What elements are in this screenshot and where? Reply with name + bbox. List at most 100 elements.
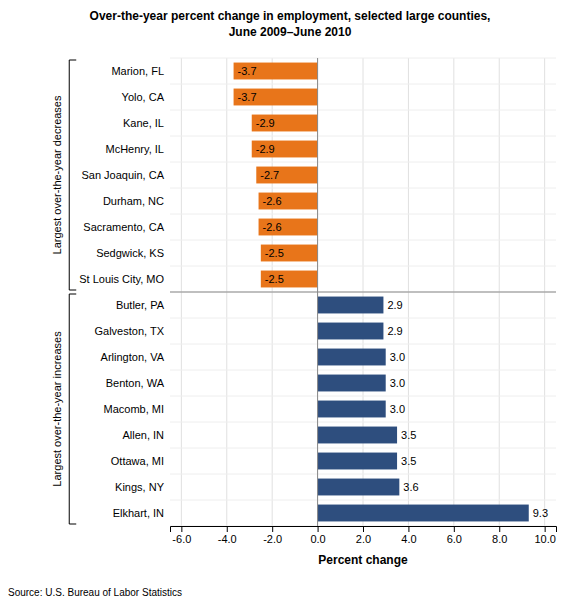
bar — [318, 349, 386, 366]
y-tick-label: Ottawa, MI — [111, 455, 164, 467]
x-axis: -6.0 -4.0 -2.0 0.0 2.0 4.0 6.0 8.0 10.0 — [171, 526, 557, 545]
y-tick: Butler, PA — [116, 299, 165, 311]
bar — [234, 63, 318, 80]
bar — [318, 297, 384, 314]
y-tick-label: Sacramento, CA — [83, 221, 164, 233]
bar — [318, 375, 386, 392]
y-tick: Ottawa, MI — [111, 455, 164, 467]
x-tick: 8.0 — [492, 526, 507, 545]
bar — [259, 193, 318, 210]
group-label: Largest over-the-year increases — [51, 331, 63, 487]
group-brackets: Largest over-the-year decreases Largest o… — [51, 60, 76, 524]
data-label: 3.5 — [401, 455, 416, 467]
x-tick: -6.0 — [172, 526, 191, 545]
source-note: Source: U.S. Bureau of Labor Statistics — [8, 587, 182, 598]
data-label: 3.5 — [401, 429, 416, 441]
row-separator — [170, 292, 556, 293]
row-separator — [170, 110, 556, 111]
y-tick-label: Macomb, MI — [103, 403, 164, 415]
data-label: 3.0 — [390, 351, 405, 363]
bar — [252, 141, 318, 158]
x-tick-mark — [181, 526, 182, 532]
y-tick-label: Sedgwick, KS — [96, 247, 164, 259]
y-tick: Sedgwick, KS — [96, 247, 164, 259]
group-label: Largest over-the-year decreases — [51, 95, 63, 254]
x-tick: 2.0 — [356, 526, 371, 545]
y-tick: Yolo, CA — [122, 91, 165, 103]
y-axis: Marion, FLYolo, CAKane, ILMcHenry, ILSan… — [79, 65, 164, 519]
y-tick: Arlington, VA — [101, 351, 165, 363]
x-tick: 0.0 — [310, 526, 325, 545]
title-line: Over-the-year percent change in employme… — [90, 9, 491, 23]
bar — [261, 245, 318, 262]
y-tick: Benton, WA — [106, 377, 165, 389]
x-tick-label: 4.0 — [401, 533, 416, 545]
y-tick: Macomb, MI — [103, 403, 164, 415]
y-tick: Galveston, TX — [95, 325, 165, 337]
y-tick-label: San Joaquin, CA — [81, 169, 164, 181]
chart: -3.7-3.7-2.9-2.9-2.7-2.6-2.6-2.5-2.52.92… — [0, 0, 580, 604]
row-separator — [170, 188, 556, 189]
y-tick: Sacramento, CA — [83, 221, 164, 233]
y-tick: McHenry, IL — [106, 143, 164, 155]
x-tick-mark — [318, 526, 319, 532]
x-tick-label: 8.0 — [492, 533, 507, 545]
data-label: 3.0 — [390, 377, 405, 389]
group-separator — [170, 291, 556, 292]
y-tick-label: St Louis City, MO — [79, 273, 164, 285]
y-tick-label: Yolo, CA — [122, 91, 165, 103]
group-bracket — [69, 294, 76, 524]
data-label: -2.9 — [256, 117, 275, 129]
bar — [252, 115, 318, 132]
row-separator — [170, 448, 556, 449]
row-separator — [170, 396, 556, 397]
x-axis-line — [171, 527, 557, 533]
y-tick-label: Kane, IL — [123, 117, 164, 129]
row-separator — [170, 84, 556, 85]
x-tick-label: 2.0 — [356, 533, 371, 545]
bar — [318, 505, 529, 522]
x-tick-label: 10.0 — [534, 533, 555, 545]
y-tick: Allen, IN — [122, 429, 164, 441]
y-tick: San Joaquin, CA — [81, 169, 164, 181]
y-tick: Elkhart, IN — [113, 507, 164, 519]
row-separator — [170, 58, 556, 59]
bar — [318, 427, 397, 444]
data-label: -2.7 — [260, 169, 279, 181]
data-label: -2.5 — [265, 247, 284, 259]
y-tick-label: Kings, NY — [115, 481, 165, 493]
y-tick-label: Arlington, VA — [101, 351, 165, 363]
row-separator — [170, 240, 556, 241]
row-separator — [170, 500, 556, 501]
x-tick-label: 0.0 — [310, 533, 325, 545]
bar — [318, 323, 384, 340]
x-tick: 6.0 — [447, 526, 462, 545]
data-label: -2.9 — [256, 143, 275, 155]
data-label: 3.6 — [403, 481, 418, 493]
x-tick: -4.0 — [218, 526, 237, 545]
data-label: -3.7 — [238, 65, 257, 77]
y-tick: Durham, NC — [103, 195, 164, 207]
x-tick-mark — [363, 526, 364, 532]
group-bracket — [69, 60, 76, 290]
x-tick-label: -2.0 — [263, 533, 282, 545]
row-separator — [170, 266, 556, 267]
x-tick: 4.0 — [401, 526, 416, 545]
row-separator — [170, 422, 556, 423]
row-separator — [170, 344, 556, 345]
row-separator — [170, 162, 556, 163]
y-tick-label: Benton, WA — [106, 377, 165, 389]
y-tick: Kane, IL — [123, 117, 164, 129]
y-tick-label: McHenry, IL — [106, 143, 164, 155]
data-label: 3.0 — [390, 403, 405, 415]
data-label: -2.6 — [263, 221, 282, 233]
x-tick-label: -6.0 — [172, 533, 191, 545]
row-separator — [170, 474, 556, 475]
x-tick-mark — [545, 526, 546, 532]
row-separator — [170, 370, 556, 371]
title: Over-the-year percent change in employme… — [90, 9, 491, 39]
data-label: -3.7 — [238, 91, 257, 103]
x-tick: 10.0 — [534, 526, 555, 545]
x-tick-mark — [454, 526, 455, 532]
row-separator — [170, 318, 556, 319]
